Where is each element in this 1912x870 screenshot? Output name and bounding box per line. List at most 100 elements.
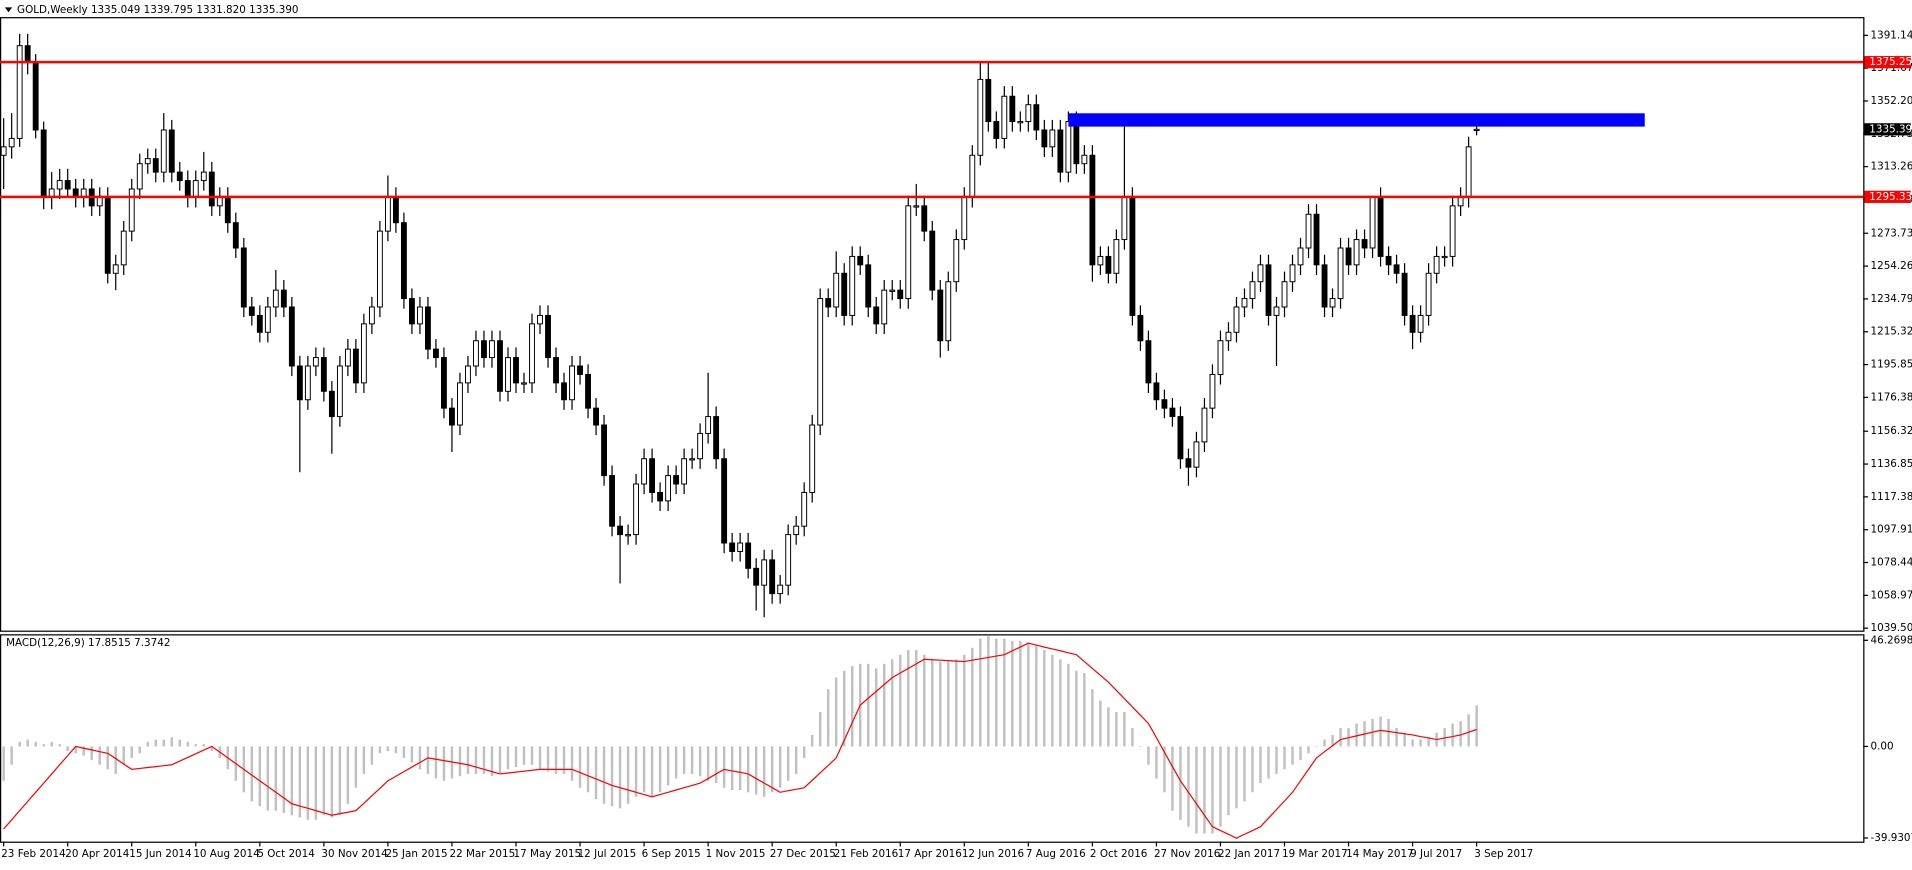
y-tick-label: 1039.500 [1871,622,1912,634]
candle-body [721,458,728,544]
macd-bar [1075,670,1078,747]
candle-body [1441,255,1448,259]
macd-bar [50,741,53,747]
candle-body [1377,196,1384,257]
macd-bar [186,741,189,747]
candle-body [1393,264,1400,274]
zone-rectangle [1068,113,1645,127]
candle-body [248,306,255,316]
candle-body [593,407,599,426]
current-price-label: 1335.390 [1869,123,1912,135]
macd-bar [1203,746,1206,834]
candle-body [376,230,383,308]
candle-body [1089,154,1096,266]
macd-bar [34,741,37,747]
candle-body [777,584,784,595]
candle-body [681,458,688,485]
candle-body [1361,239,1368,249]
macd-bar [746,746,750,793]
candle-body [465,365,471,384]
x-tick-label: 15 Jun 2014 [129,848,192,860]
macd-bar [1451,723,1454,747]
candle-body [505,357,511,392]
macd-bar [650,746,654,797]
candle-body [40,129,47,198]
macd-bar [1251,746,1254,793]
candle-body [841,272,848,316]
macd-bar [546,746,550,772]
macd-bar [850,666,854,747]
macd-bar [122,746,125,765]
candle-body [1249,281,1256,300]
macd-bar [1171,746,1174,811]
macd-bar [1067,663,1070,747]
macd-bar [146,741,149,747]
macd-bar [178,739,181,747]
macd-bar [834,677,838,747]
x-tick-label: 9 Jul 2017 [1410,848,1462,860]
x-tick-label: 10 Aug 2014 [193,848,260,860]
candle-body [312,357,319,367]
candle-body [160,129,167,173]
candle-body [905,205,912,300]
macd-bar [58,744,61,747]
x-tick-label: 17 May 2015 [514,848,582,860]
x-tick-label: 1 Nov 2015 [706,848,766,860]
candle-body [913,205,920,208]
macd-bar [314,746,318,820]
macd-bar [778,746,782,788]
macd-bar [706,746,710,781]
candle-body [1001,95,1008,139]
menu-arrow[interactable] [4,7,13,13]
macd-bar [810,734,814,747]
macd-bar [466,746,470,774]
x-tick-label: 22 Mar 2015 [450,848,516,860]
macd-bar [90,746,93,761]
macd-bar [1323,739,1326,747]
candle-body [897,289,904,300]
candle-body [1217,340,1224,375]
x-tick-label: 23 Feb 2014 [1,848,66,860]
candle-body [1129,196,1136,316]
macd-bar [714,746,718,784]
candle-body [705,416,712,434]
x-tick-label: 17 Apr 2016 [898,848,962,860]
candle-body [8,137,15,148]
macd-bar [82,746,85,756]
macd-bar [1243,746,1246,802]
candle-body [961,196,968,241]
macd-bar [818,712,822,747]
candle-body [1233,306,1240,333]
candle-body [1281,281,1288,308]
y-tick-label: 1117.380 [1871,491,1912,503]
candle-body [192,180,199,198]
macd-bar [106,746,109,770]
macd-bar [682,746,686,774]
candle-body [873,306,880,325]
price-label-box [1864,56,1911,69]
macd-bar [522,746,526,765]
candle-body [1041,129,1048,148]
macd-bar [1419,739,1422,747]
macd-bar [923,654,926,747]
candle-body [352,348,359,384]
candle-body [120,230,127,266]
macd-bar [1139,746,1142,748]
macd-bar [1115,712,1118,747]
macd-bar [434,746,438,779]
macd-bar [266,746,270,811]
macd-bar [899,654,902,747]
macd-bar [194,744,198,747]
macd-bar [786,746,790,781]
macd-bar [1123,712,1126,747]
candle-body [256,314,263,333]
candle-body [1369,196,1376,249]
candle-body [945,281,952,342]
candle-body [1265,264,1272,316]
macd-bar [1147,746,1150,765]
macd-bar [722,746,726,788]
candle-body [272,289,279,308]
candle-body [825,298,832,308]
candle-body [833,272,840,308]
